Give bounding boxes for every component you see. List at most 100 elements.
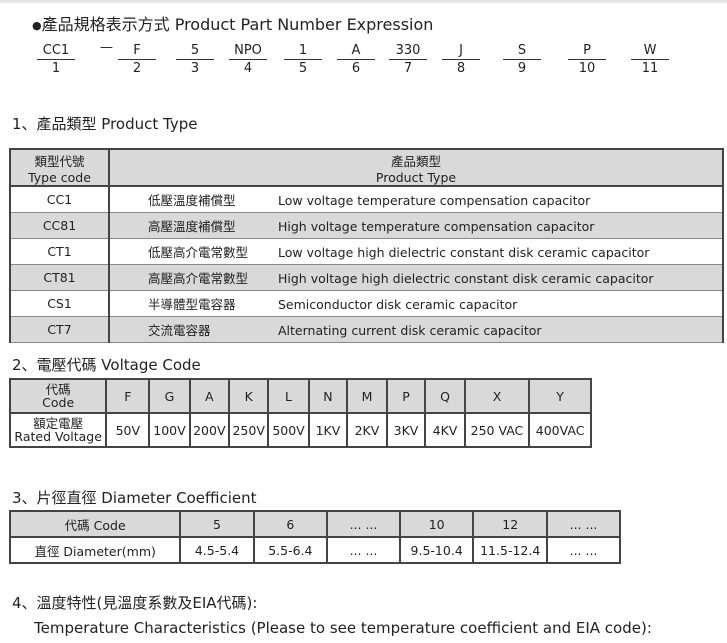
rated-voltage-label-zh: 額定電壓 bbox=[33, 416, 84, 431]
diameter-value: 9.5-10.4 bbox=[398, 536, 475, 564]
part-segment: P 10 bbox=[562, 42, 612, 77]
code-label-en: Code bbox=[42, 395, 75, 410]
bullet-icon: ● bbox=[32, 19, 42, 32]
voltage-code: L bbox=[267, 378, 310, 414]
type-name-en: Alternating current disk ceramic capacit… bbox=[278, 322, 542, 338]
code-label: 代碼 Code bbox=[8, 510, 182, 538]
section1-title: 1、產品類型 Product Type bbox=[12, 115, 198, 133]
header-producttype-zh: 產品類型 bbox=[390, 153, 441, 169]
rated-voltage: 100V bbox=[148, 412, 191, 448]
diameter-value: ... ... bbox=[546, 536, 621, 564]
part-segment: CC1 1 bbox=[31, 42, 81, 77]
type-code: CT81 bbox=[9, 263, 110, 291]
section4-subtitle: Temperature Characteristics (Please to s… bbox=[34, 619, 652, 637]
type-name-zh: 高壓溫度補償型 bbox=[148, 218, 236, 234]
segment-position: 6 bbox=[351, 61, 361, 76]
segment-position: 2 bbox=[132, 61, 142, 76]
type-code: CT1 bbox=[9, 237, 110, 265]
table-row: CT1 低壓高介電常數型 Low voltage high dielectric c… bbox=[9, 237, 724, 265]
part-dash: — bbox=[100, 40, 113, 55]
segment-code: P bbox=[568, 42, 606, 60]
segment-position: 5 bbox=[298, 61, 308, 76]
product-type-table: 類型代號 Type code 產品類型 Product Type CC1 低壓溫度補償… bbox=[9, 148, 724, 343]
segment-code: 330 bbox=[389, 42, 427, 60]
diameter-code: 5 bbox=[179, 510, 255, 538]
section3-title: 3、片徑直徑 Diameter Coefficient bbox=[12, 489, 257, 507]
voltage-code: P bbox=[385, 378, 427, 414]
diameter-code: 12 bbox=[472, 510, 549, 538]
rated-voltage: 50V bbox=[105, 412, 151, 448]
type-code: CS1 bbox=[9, 289, 110, 317]
type-name-zh: 交流電容器 bbox=[148, 322, 211, 338]
table-row: CS1 半導體型電容器 Semiconductor disk ceramic cap… bbox=[9, 289, 724, 317]
top-border bbox=[0, 0, 727, 3]
table-row: CC1 低壓溫度補償型 Low voltage temperature compen… bbox=[9, 185, 724, 213]
type-name-en: Semiconductor disk ceramic capacitor bbox=[278, 296, 518, 312]
type-name-en: High voltage temperature compensation ca… bbox=[278, 218, 595, 234]
table-row: CT7 交流電容器 Alternating current disk ceramic… bbox=[9, 315, 724, 343]
voltage-code: Y bbox=[528, 378, 592, 414]
table-row: CC81 高壓溫度補償型 High voltage temperature comp… bbox=[9, 211, 724, 239]
segment-position: 8 bbox=[456, 61, 466, 76]
table-row: CT81 高壓高介電常數型 High voltage high dielectric… bbox=[9, 263, 724, 291]
voltage-code-table: 代碼 Code F G A K L N M P Q X Y 額定電壓 Rated Voltage 50V 10… bbox=[8, 378, 592, 448]
diameter-code: ... ... bbox=[546, 510, 621, 538]
voltage-code: A bbox=[188, 378, 231, 414]
segment-position: 1 bbox=[51, 61, 61, 76]
type-code: CC1 bbox=[9, 185, 110, 213]
type-name-en: Low voltage high dielectric constant dis… bbox=[278, 244, 650, 260]
rated-voltage: 4KV bbox=[424, 412, 466, 448]
diameter-value: 5.5-6.4 bbox=[252, 536, 329, 564]
segment-code: NPO bbox=[229, 42, 267, 60]
segment-code: A bbox=[337, 42, 375, 60]
header-typecode-en: Type code bbox=[28, 169, 91, 185]
part-segment: NPO 4 bbox=[223, 42, 273, 77]
voltage-code: G bbox=[148, 378, 191, 414]
segment-position: 10 bbox=[578, 61, 596, 76]
part-segment: 330 7 bbox=[383, 42, 433, 77]
diameter-label: 直徑 Diameter(mm) bbox=[8, 536, 182, 564]
type-name-en: Low voltage temperature compensation cap… bbox=[278, 192, 591, 208]
table-header: 類型代號 Type code 產品類型 Product Type bbox=[9, 148, 724, 187]
voltage-code: K bbox=[227, 378, 270, 414]
voltage-code: X bbox=[463, 378, 531, 414]
header-producttype-en: Product Type bbox=[375, 169, 457, 185]
segment-position: 3 bbox=[190, 61, 200, 76]
diameter-value: 11.5-12.4 bbox=[472, 536, 549, 564]
segment-code: 1 bbox=[284, 42, 322, 60]
section2-title: 2、電壓代碼 Voltage Code bbox=[12, 356, 201, 374]
header-typecode-zh: 類型代號 bbox=[34, 153, 85, 169]
code-label-zh: 代碼 bbox=[45, 382, 71, 397]
type-code: CT7 bbox=[9, 315, 110, 343]
voltage-code: N bbox=[307, 378, 349, 414]
segment-code: 5 bbox=[176, 42, 214, 60]
type-name-zh: 低壓溫度補償型 bbox=[148, 192, 236, 208]
segment-code: CC1 bbox=[37, 42, 75, 60]
rated-voltage: 200V bbox=[188, 412, 231, 448]
diameter-code: 6 bbox=[252, 510, 329, 538]
type-code: CC81 bbox=[9, 211, 110, 239]
segment-position: 9 bbox=[517, 61, 527, 76]
rated-voltage: 400VAC bbox=[528, 412, 592, 448]
rated-voltage: 250 VAC bbox=[463, 412, 531, 448]
diameter-code: ... ... bbox=[326, 510, 401, 538]
rated-voltage-label-en: Rated Voltage bbox=[14, 429, 102, 444]
rated-voltage: 1KV bbox=[307, 412, 349, 448]
rated-voltage: 2KV bbox=[346, 412, 388, 448]
voltage-code: F bbox=[105, 378, 151, 414]
section4-title: 4、溫度特性(見溫度系數及EIA代碼): bbox=[12, 594, 258, 612]
segment-code: S bbox=[503, 42, 541, 60]
diameter-code: 10 bbox=[398, 510, 475, 538]
segment-code: W bbox=[631, 42, 669, 60]
type-name-zh: 低壓高介電常數型 bbox=[148, 244, 249, 260]
rated-voltage: 500V bbox=[267, 412, 310, 448]
segment-position: 4 bbox=[243, 61, 253, 76]
segment-code: F bbox=[118, 42, 156, 60]
voltage-code: M bbox=[346, 378, 388, 414]
